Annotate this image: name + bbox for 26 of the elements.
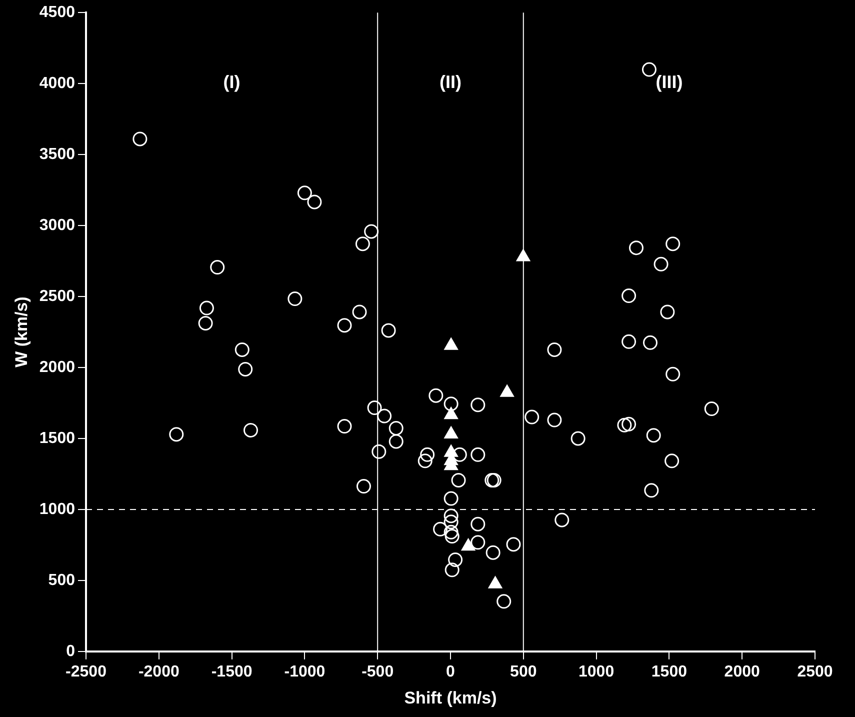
x-tick-label: 1000 [578,663,614,680]
y-tick-label: 2500 [39,288,76,305]
annotation: (II) [439,72,462,92]
annotation: (I) [223,72,240,92]
x-tick-label: 2500 [797,663,833,680]
x-tick-label: 0 [446,663,456,680]
x-tick-label: 1500 [651,663,688,680]
annotation: (III) [656,72,683,92]
y-tick-label: 4500 [39,4,76,22]
x-tick-label: -2500 [66,663,107,680]
x-tick-label: -1000 [284,663,326,680]
y-tick-label: 2000 [39,358,76,376]
x-tick-label: -2000 [138,663,180,680]
y-tick-label: 3500 [39,146,76,163]
x-axis-title: Shift (km/s) [404,688,497,708]
y-tick-label: 1500 [39,430,76,447]
y-tick-label: 1000 [39,500,76,518]
y-tick-label: 500 [48,572,76,589]
x-tick-label: -500 [362,663,394,680]
x-tick-label: 2000 [724,663,760,680]
y-tick-label: 0 [66,642,76,660]
x-tick-label: -1500 [211,663,252,680]
y-axis-title: W (km/s) [12,296,31,368]
y-tick-label: 3000 [39,216,76,234]
y-tick-label: 4000 [39,74,76,92]
x-tick-label: 500 [510,663,537,680]
